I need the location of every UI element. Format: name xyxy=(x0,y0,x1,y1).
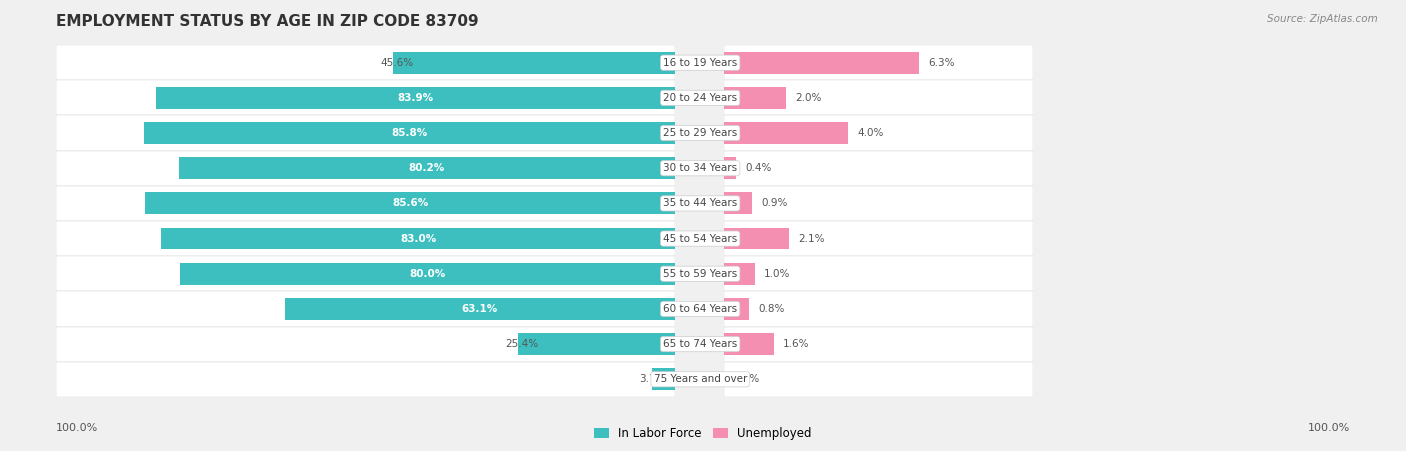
Bar xyxy=(162,228,675,249)
Bar xyxy=(56,45,675,80)
Text: Source: ZipAtlas.com: Source: ZipAtlas.com xyxy=(1267,14,1378,23)
Bar xyxy=(724,263,755,285)
Bar xyxy=(724,333,773,355)
Text: 0.0%: 0.0% xyxy=(734,374,759,384)
Bar xyxy=(724,186,1033,221)
Text: 35 to 44 Years: 35 to 44 Years xyxy=(664,198,737,208)
Bar xyxy=(56,80,675,115)
Bar xyxy=(56,151,675,186)
Bar xyxy=(724,151,1033,186)
Bar xyxy=(56,291,675,327)
Text: 83.9%: 83.9% xyxy=(398,93,433,103)
Text: 85.8%: 85.8% xyxy=(391,128,427,138)
Bar xyxy=(56,115,675,151)
Text: 1.6%: 1.6% xyxy=(783,339,810,349)
Bar xyxy=(724,157,737,179)
Bar xyxy=(284,298,675,320)
Text: 60 to 64 Years: 60 to 64 Years xyxy=(664,304,737,314)
Text: 20 to 24 Years: 20 to 24 Years xyxy=(664,93,737,103)
Bar xyxy=(143,122,675,144)
Text: 83.0%: 83.0% xyxy=(401,234,436,244)
Bar xyxy=(724,256,1033,291)
Text: 45.6%: 45.6% xyxy=(381,58,413,68)
Bar xyxy=(56,221,675,256)
Bar xyxy=(724,80,1033,115)
Bar xyxy=(56,256,675,291)
Bar xyxy=(724,87,786,109)
Text: 100.0%: 100.0% xyxy=(56,423,98,433)
Text: 2.1%: 2.1% xyxy=(799,234,825,244)
Bar xyxy=(179,157,675,179)
Bar xyxy=(652,368,675,390)
Text: 0.4%: 0.4% xyxy=(745,163,772,173)
Text: 63.1%: 63.1% xyxy=(461,304,498,314)
Text: 6.3%: 6.3% xyxy=(928,58,955,68)
Text: 25 to 29 Years: 25 to 29 Years xyxy=(664,128,737,138)
Text: 80.2%: 80.2% xyxy=(409,163,444,173)
Text: 0.8%: 0.8% xyxy=(758,304,785,314)
Text: 45 to 54 Years: 45 to 54 Years xyxy=(664,234,737,244)
Bar xyxy=(56,186,675,221)
Bar xyxy=(180,263,675,285)
Text: 75 Years and over: 75 Years and over xyxy=(654,374,747,384)
Bar xyxy=(724,327,1033,362)
Text: 65 to 74 Years: 65 to 74 Years xyxy=(664,339,737,349)
Text: 80.0%: 80.0% xyxy=(409,269,446,279)
Bar xyxy=(56,327,675,362)
Text: 2.0%: 2.0% xyxy=(796,93,821,103)
Text: 30 to 34 Years: 30 to 34 Years xyxy=(664,163,737,173)
Text: 0.9%: 0.9% xyxy=(761,198,787,208)
Bar xyxy=(724,221,1033,256)
Bar xyxy=(56,362,675,397)
Text: 16 to 19 Years: 16 to 19 Years xyxy=(664,58,737,68)
Bar xyxy=(724,228,789,249)
Bar xyxy=(724,122,848,144)
Bar xyxy=(724,45,1033,80)
Text: 25.4%: 25.4% xyxy=(505,339,538,349)
Bar xyxy=(724,193,752,214)
Text: 100.0%: 100.0% xyxy=(1308,423,1350,433)
Bar xyxy=(392,52,675,74)
Bar xyxy=(517,333,675,355)
Bar xyxy=(145,193,675,214)
Text: 55 to 59 Years: 55 to 59 Years xyxy=(664,269,737,279)
Legend: In Labor Force, Unemployed: In Labor Force, Unemployed xyxy=(589,423,817,445)
Text: 85.6%: 85.6% xyxy=(392,198,429,208)
Text: EMPLOYMENT STATUS BY AGE IN ZIP CODE 83709: EMPLOYMENT STATUS BY AGE IN ZIP CODE 837… xyxy=(56,14,479,28)
Bar xyxy=(724,291,1033,327)
Text: 1.0%: 1.0% xyxy=(765,269,790,279)
Text: 4.0%: 4.0% xyxy=(858,128,883,138)
Bar xyxy=(724,52,920,74)
Bar xyxy=(156,87,675,109)
Bar xyxy=(724,362,1033,397)
Bar xyxy=(724,298,749,320)
Bar xyxy=(724,115,1033,151)
Text: 3.7%: 3.7% xyxy=(640,374,666,384)
